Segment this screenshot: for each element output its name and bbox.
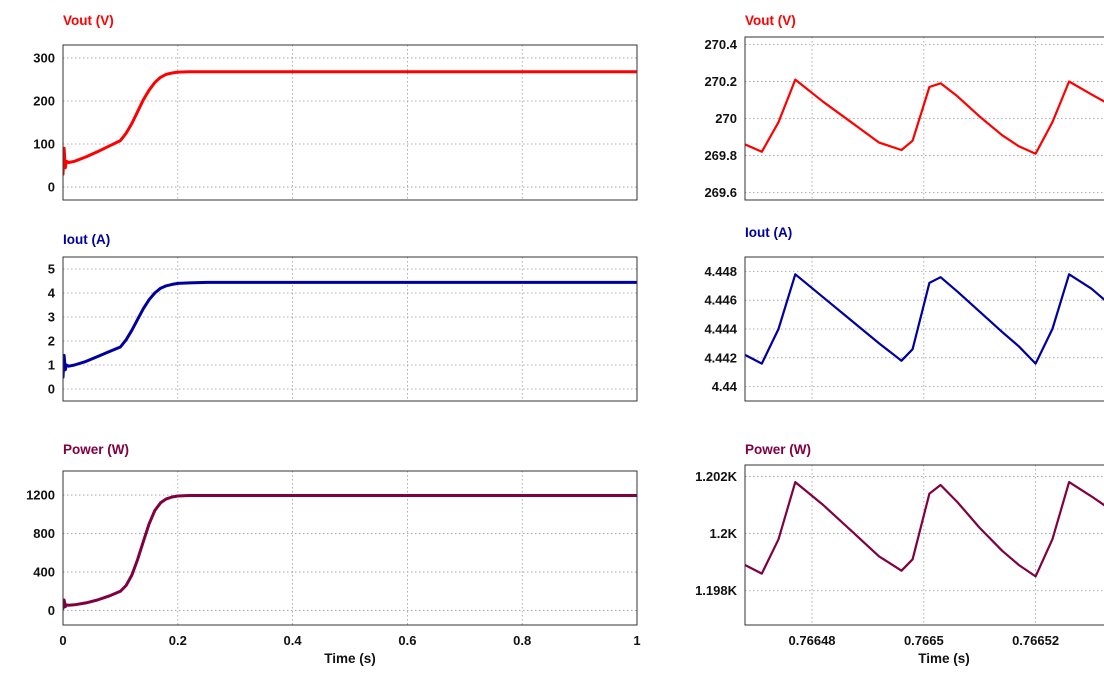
x-tick-label: 0.6 bbox=[398, 633, 416, 648]
x-tick-label: 1 bbox=[633, 633, 640, 648]
plot-frame bbox=[62, 470, 638, 626]
y-tick-label: 4.44 bbox=[712, 379, 738, 394]
y-tick-label: 1.202K bbox=[695, 469, 738, 484]
y-tick-label: 0 bbox=[48, 603, 55, 618]
panel-right-power: 1.198K 1.2K 1.202K 0.76648 0.7665 0.76652 Powe… bbox=[695, 442, 1104, 666]
y-tick-label: 400 bbox=[33, 565, 55, 580]
panel-title: Iout (A) bbox=[745, 225, 792, 240]
series-line bbox=[63, 494, 637, 611]
y-tick-label: 4 bbox=[48, 286, 56, 301]
y-tick-label: 800 bbox=[33, 526, 55, 541]
y-tick-label: 4.448 bbox=[704, 264, 737, 279]
y-tick-label: 4.446 bbox=[704, 293, 737, 308]
chart-panels: 0 100 200 300 Vout (V) 0 1 2 3 4 5 Iout (A) 0 400 800 1… bbox=[26, 13, 1104, 666]
series-line bbox=[745, 273, 1104, 365]
panel-title: Power (W) bbox=[63, 442, 129, 457]
y-tick-label: 270 bbox=[715, 111, 737, 126]
x-axis-label: Time (s) bbox=[324, 651, 376, 666]
panel-left-iout: 0 1 2 3 4 5 Iout (A) bbox=[48, 232, 638, 402]
panel-title: Iout (A) bbox=[63, 232, 110, 247]
panel-left-power: 0 400 800 1200 0 0.2 0.4 0.6 0.8 1 Power (W) Time (… bbox=[26, 442, 641, 666]
y-tick-label: 269.8 bbox=[704, 148, 737, 163]
panel-right-iout: 4.44 4.442 4.444 4.446 4.448 Iout (A) bbox=[704, 225, 1104, 402]
y-tick-label: 5 bbox=[48, 262, 55, 277]
plot-frame bbox=[62, 44, 638, 201]
x-tick-label: 0.4 bbox=[284, 633, 303, 648]
x-tick-label: 0.76652 bbox=[1012, 633, 1059, 648]
grid bbox=[745, 465, 1104, 625]
y-tick-label: 1 bbox=[48, 358, 55, 373]
y-tick-label: 1200 bbox=[26, 488, 55, 503]
panel-title: Vout (V) bbox=[745, 13, 796, 28]
y-tick-label: 1.2K bbox=[710, 526, 738, 541]
y-tick-label: 100 bbox=[33, 137, 55, 152]
panel-left-vout: 0 100 200 300 Vout (V) bbox=[33, 13, 638, 201]
plot-frame bbox=[744, 36, 1104, 201]
y-tick-label: 2 bbox=[48, 334, 55, 349]
series-line bbox=[745, 481, 1104, 578]
y-tick-label: 200 bbox=[33, 93, 55, 108]
y-tick-label: 4.442 bbox=[704, 350, 737, 365]
y-tick-label: 1.198K bbox=[695, 583, 738, 598]
y-tick-label: 0 bbox=[48, 180, 55, 195]
y-tick-label: 300 bbox=[33, 50, 55, 65]
y-tick-label: 0 bbox=[48, 382, 55, 397]
grid bbox=[62, 257, 638, 401]
panel-title: Vout (V) bbox=[63, 13, 114, 28]
grid bbox=[745, 37, 1104, 200]
plot-frame bbox=[744, 464, 1104, 626]
y-tick-label: 3 bbox=[48, 310, 55, 325]
series-line bbox=[63, 70, 637, 176]
x-tick-label: 0.7665 bbox=[904, 633, 944, 648]
x-tick-label: 0 bbox=[59, 633, 66, 648]
y-tick-label: 269.6 bbox=[704, 185, 737, 200]
y-tick-label: 270.4 bbox=[704, 37, 737, 52]
panel-right-vout: 269.6 269.8 270 270.2 270.4 Vout (V) bbox=[704, 13, 1104, 201]
plot-frame bbox=[62, 256, 638, 402]
x-tick-label: 0.2 bbox=[169, 633, 187, 648]
y-tick-label: 270.2 bbox=[704, 74, 737, 89]
series-line bbox=[63, 280, 637, 379]
series-line bbox=[745, 78, 1104, 155]
plot-frame bbox=[744, 256, 1104, 402]
x-tick-label: 0.76648 bbox=[789, 633, 836, 648]
panel-title: Power (W) bbox=[745, 442, 811, 457]
x-tick-label: 0.8 bbox=[513, 633, 531, 648]
grid bbox=[62, 45, 638, 200]
y-tick-label: 4.444 bbox=[704, 322, 737, 337]
x-axis-label: Time (s) bbox=[918, 651, 970, 666]
